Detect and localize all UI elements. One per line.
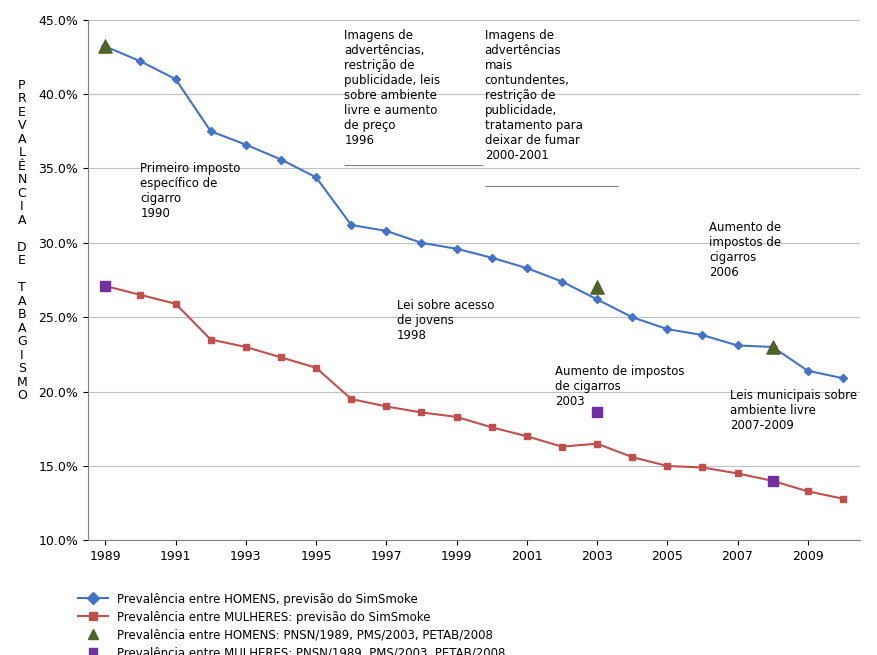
- Text: Aumento de impostos
de cigarros
2003: Aumento de impostos de cigarros 2003: [554, 365, 683, 408]
- Text: Lei sobre acesso
de jovens
1998: Lei sobre acesso de jovens 1998: [396, 299, 494, 343]
- Text: Leis municipais sobre
ambiente livre
2007-2009: Leis municipais sobre ambiente livre 200…: [730, 388, 857, 432]
- Point: [765, 476, 779, 486]
- Text: Imagens de
advertências,
restrição de
publicidade, leis
sobre ambiente
livre e a: Imagens de advertências, restrição de pu…: [344, 29, 439, 147]
- Text: Imagens de
advertências
mais
contundentes,
restrição de
publicidade,
tratamento : Imagens de advertências mais contundente…: [484, 29, 581, 162]
- Point: [98, 281, 112, 291]
- Point: [589, 282, 603, 293]
- Point: [98, 41, 112, 52]
- Legend: Prevalência entre HOMENS, previsão do SimSmoke, Prevalência entre MULHERES: prev: Prevalência entre HOMENS, previsão do Si…: [78, 593, 505, 655]
- Point: [765, 342, 779, 352]
- Text: Aumento de
impostos de
cigarros
2006: Aumento de impostos de cigarros 2006: [709, 221, 781, 278]
- Text: Primeiro imposto
específico de
cigarro
1990: Primeiro imposto específico de cigarro 1…: [140, 162, 240, 221]
- Point: [589, 407, 603, 418]
- Text: P
R
E
V
A
L
Ê
N
C
I
A

D
E

T
A
B
A
G
I
S
M
O: P R E V A L Ê N C I A D E T A B A G I S …: [17, 79, 27, 402]
